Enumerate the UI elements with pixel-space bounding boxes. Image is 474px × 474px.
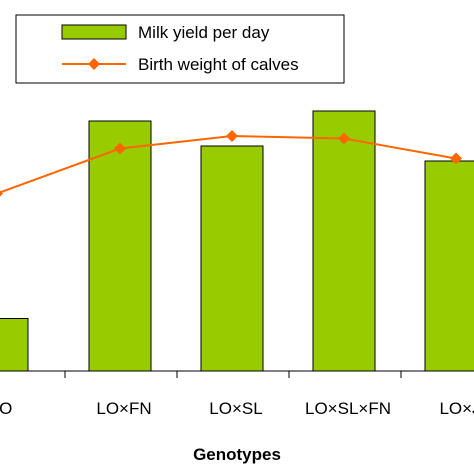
bar-2 — [88, 120, 152, 372]
birth-weight-point-1 — [0, 190, 3, 197]
category-label-2: LO×FN — [96, 399, 151, 418]
category-label-5: LO×J — [439, 399, 474, 418]
birth-weight-point-3 — [226, 130, 238, 142]
legend-swatch-milk-yield — [61, 24, 127, 40]
birth-weight-point-4 — [338, 132, 350, 145]
category-label-4: LO×SL×FN — [305, 399, 391, 418]
category-labels-layer: LO LO×FN LO×SL LO×SL×FN LO×J — [0, 399, 474, 418]
category-label-3: LO×SL — [209, 399, 262, 418]
x-axis-title: Genotypes — [193, 445, 281, 464]
bars-layer — [0, 110, 474, 372]
line-series-layer — [0, 130, 462, 197]
bar-3 — [200, 145, 264, 372]
bar-1 — [0, 318, 29, 372]
birth-weight-point-2 — [114, 142, 126, 155]
bar-5 — [424, 160, 474, 372]
legend-box — [15, 14, 345, 84]
category-label-1: LO — [0, 399, 12, 418]
legend-label-birth-weight: Birth weight of calves — [138, 55, 299, 74]
birth-weight-point-5 — [450, 152, 462, 165]
legend-marker-birth-weight — [88, 58, 100, 70]
legend-label-milk-yield: Milk yield per day — [138, 23, 270, 42]
x-ticks-layer — [64, 371, 402, 378]
legend: Milk yield per day Birth weight of calve… — [15, 14, 345, 84]
bar-4 — [312, 110, 376, 372]
